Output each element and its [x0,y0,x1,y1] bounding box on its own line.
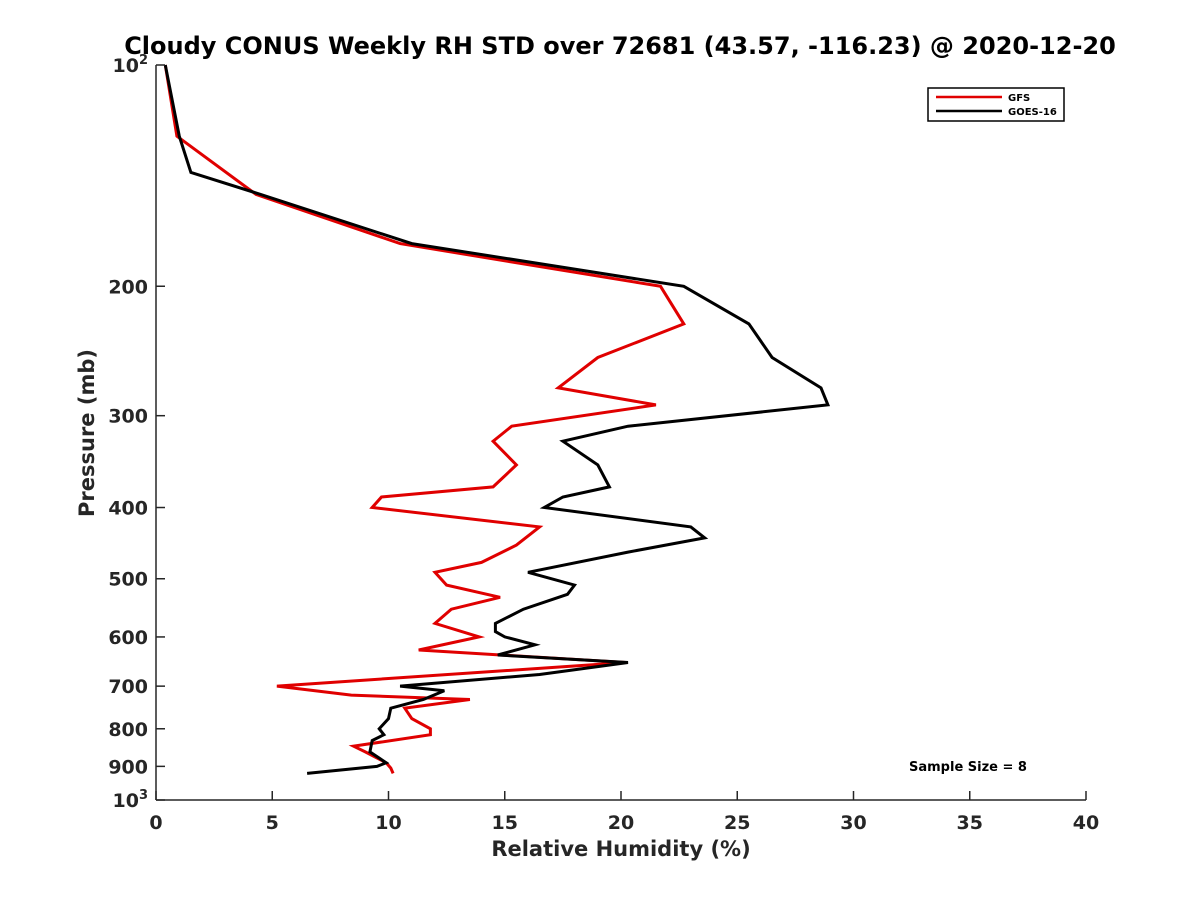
series-line-goes-16 [163,64,831,775]
x-axis-label: Relative Humidity (%) [491,837,750,861]
legend-label-gfs: GFS [1008,93,1030,104]
x-tick-label: 20 [608,812,634,834]
x-tick-label: 30 [840,812,866,834]
x-tick-label: 10 [375,812,401,834]
y-tick-label: 900 [108,756,148,778]
y-tick-label: 700 [108,676,148,698]
y-tick-label: 102 [113,53,149,77]
x-tick-label: 0 [149,812,162,834]
y-ticks: 102 200 300 400 500 600 700 800 900 103 [108,53,165,812]
x-tick-label: 5 [266,812,279,834]
legend-box [927,87,1065,122]
chart-title: Cloudy CONUS Weekly RH STD over 72681 (4… [124,32,1116,60]
y-tick-label: 600 [108,627,148,649]
series-line-gfs [163,64,687,774]
x-tick-label: 15 [492,812,518,834]
x-tick-label: 25 [724,812,750,834]
y-tick-label: 103 [113,788,149,812]
y-tick-label: 200 [108,276,148,298]
y-tick-label: 300 [108,406,148,428]
y-tick-label: 800 [108,719,148,741]
x-ticks: 0 5 10 15 20 25 30 35 40 [149,791,1099,834]
x-tick-label: 35 [957,812,983,834]
legend-label-goes16: GOES-16 [1008,107,1057,118]
legend: GFS GOES-16 [927,87,1065,122]
y-axis-label: Pressure (mb) [75,349,99,517]
x-tick-label: 40 [1073,812,1099,834]
y-tick-label: 400 [108,498,148,520]
plot-lines [163,64,831,775]
sample-size-annotation: Sample Size = 8 [909,760,1027,775]
y-tick-label: 500 [108,569,148,591]
